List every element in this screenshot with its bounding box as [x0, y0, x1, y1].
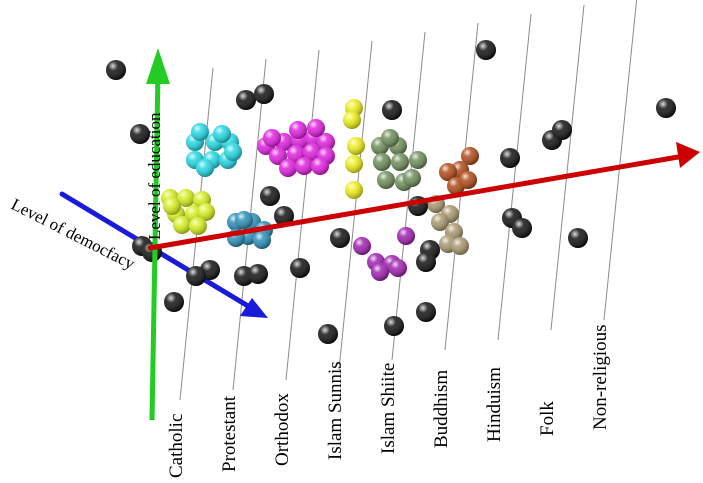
y-axis-arrowhead — [146, 48, 170, 84]
point-steel_blue — [253, 231, 271, 249]
point-black — [290, 258, 310, 278]
point-brown — [459, 171, 477, 189]
point-cyan — [224, 143, 242, 161]
point-magenta — [307, 119, 325, 137]
point-black — [512, 218, 532, 238]
category-label: Islam Sunnis — [325, 361, 346, 460]
point-purple — [397, 227, 415, 245]
plane-line-3 — [338, 40, 373, 371]
point-brown — [461, 147, 479, 165]
point-black — [500, 148, 520, 168]
point-yellow — [345, 155, 363, 173]
category-label: Islam Shiite — [378, 363, 399, 454]
y-axis-label: Level of education — [145, 112, 164, 240]
point-black — [274, 206, 294, 226]
point-yellow_green — [177, 189, 195, 207]
point-purple — [389, 259, 407, 277]
point-purple — [353, 237, 371, 255]
z-axis-arrowhead — [240, 298, 268, 318]
point-magenta — [295, 157, 313, 175]
category-label: Catholic — [166, 414, 187, 478]
point-olive_green — [409, 151, 427, 169]
point-magenta — [279, 159, 297, 177]
point-magenta — [317, 133, 335, 151]
point-tan — [451, 237, 469, 255]
z-axis-label: Level of democfacy — [8, 195, 138, 274]
point-tan — [431, 213, 449, 231]
category-label: Orthodox — [272, 393, 293, 466]
plane-line-7 — [550, 4, 585, 331]
point-brown — [439, 163, 457, 181]
point-steel_blue — [235, 211, 253, 229]
category-plane-lines — [179, 0, 638, 401]
point-magenta — [311, 157, 329, 175]
point-yellow_green — [189, 217, 207, 235]
point-olive_green — [377, 171, 395, 189]
point-black — [656, 98, 676, 118]
point-purple — [371, 263, 389, 281]
point-black — [260, 186, 280, 206]
point-olive_green — [373, 153, 391, 171]
point-black — [318, 324, 338, 344]
plane-line-8 — [603, 0, 638, 321]
point-black — [186, 266, 206, 286]
point-cyan — [191, 123, 209, 141]
plane-line-4 — [391, 31, 426, 361]
point-olive_green — [403, 169, 421, 187]
point-black — [416, 302, 436, 322]
x-axis — [147, 142, 700, 251]
point-black — [384, 316, 404, 336]
point-magenta — [289, 121, 307, 139]
point-magenta — [303, 143, 321, 161]
category-label: Protestant — [219, 395, 240, 472]
category-labels: Catholic Protestant Orthodox Islam Sunnis Is… — [166, 324, 611, 478]
point-yellow — [343, 111, 361, 129]
point-black — [164, 292, 184, 312]
point-black — [330, 228, 350, 248]
point-yellow_green — [197, 203, 215, 221]
point-black — [248, 264, 268, 284]
point-black — [552, 120, 572, 140]
point-olive_green — [381, 129, 399, 147]
category-label: Buddhism — [431, 370, 452, 448]
plane-line-2 — [285, 49, 320, 381]
point-olive_green — [391, 153, 409, 171]
category-label: Non-religious — [590, 324, 611, 430]
category-label: Folk — [537, 401, 558, 436]
point-black — [476, 40, 496, 60]
point-black — [382, 100, 402, 120]
point-magenta — [269, 147, 287, 165]
data-points — [106, 40, 676, 344]
point-yellow — [347, 137, 365, 155]
x-axis-arrowhead — [676, 142, 700, 168]
point-yellow — [345, 181, 363, 199]
point-black — [254, 84, 274, 104]
point-yellow_green — [173, 216, 191, 234]
point-black — [236, 90, 256, 110]
point-black — [130, 124, 150, 144]
point-yellow_green — [163, 197, 181, 215]
category-label: Hinduism — [484, 367, 505, 442]
point-black — [416, 252, 436, 272]
plane-line-6 — [497, 13, 532, 341]
point-black — [106, 60, 126, 80]
point-magenta — [263, 129, 281, 147]
point-black — [568, 228, 588, 248]
point-cyan — [196, 159, 214, 177]
point-cyan — [213, 125, 231, 143]
